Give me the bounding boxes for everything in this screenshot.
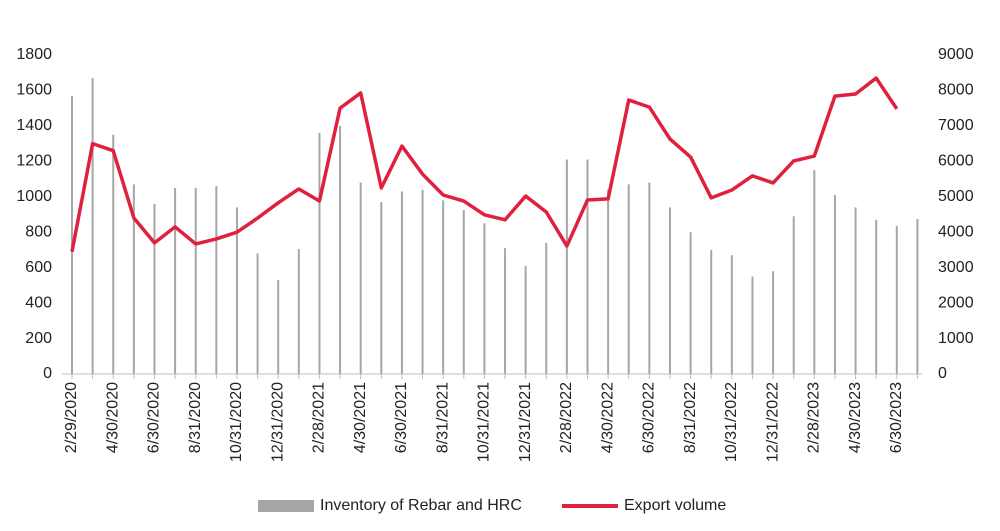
x-tick-label: 4/30/2023 [847, 382, 864, 453]
bar [689, 232, 692, 374]
legend-swatch [258, 500, 314, 512]
x-tick-label: 10/31/2021 [476, 382, 493, 462]
bar [318, 132, 321, 374]
bar [277, 280, 280, 374]
y2-tick-label: 9000 [938, 46, 974, 63]
x-tick-label: 8/31/2020 [187, 382, 204, 453]
y-tick-label: 1400 [16, 117, 52, 134]
legend-label: Inventory of Rebar and HRC [320, 497, 522, 514]
y2-tick-label: 2000 [938, 294, 974, 311]
y-tick-label: 200 [25, 330, 52, 347]
bar [833, 195, 836, 374]
bar [813, 170, 816, 374]
x-tick-label: 10/31/2020 [228, 382, 245, 462]
x-tick-label: 8/31/2022 [682, 382, 699, 453]
y2-tick-label: 4000 [938, 223, 974, 240]
y2-tick-label: 7000 [938, 117, 974, 134]
bar [792, 216, 795, 374]
bar [421, 189, 424, 374]
y2-tick-label: 6000 [938, 153, 974, 170]
y-tick-label: 1800 [16, 46, 52, 63]
x-tick-label: 4/30/2020 [104, 382, 121, 453]
bar [339, 125, 342, 374]
x-tick-label: 2/29/2020 [63, 382, 80, 453]
bar [91, 78, 94, 375]
bar [442, 200, 445, 374]
bar [153, 203, 156, 374]
bar [174, 187, 177, 374]
x-tick-label: 6/30/2022 [641, 382, 658, 453]
x-tick-label: 2/28/2021 [311, 382, 328, 453]
bar [297, 249, 300, 374]
y-tick-label: 1000 [16, 188, 52, 205]
bar [524, 265, 527, 374]
y2-tick-label: 8000 [938, 82, 974, 99]
bar [648, 182, 651, 374]
x-tick-label: 12/31/2022 [764, 382, 781, 462]
bar [504, 248, 507, 374]
bar [483, 223, 486, 374]
bar [462, 210, 465, 374]
x-tick-label: 12/31/2021 [517, 382, 534, 462]
bar [772, 271, 775, 374]
bar [256, 253, 259, 374]
bar [730, 255, 733, 374]
x-tick-label: 6/30/2021 [393, 382, 410, 453]
bar [545, 242, 548, 374]
y-tick-label: 400 [25, 294, 52, 311]
bar [916, 218, 919, 374]
y-tick-label: 1200 [16, 153, 52, 170]
y2-tick-label: 5000 [938, 188, 974, 205]
y2-tick-label: 1000 [938, 330, 974, 347]
bar [71, 95, 73, 374]
x-tick-label: 6/30/2023 [888, 382, 905, 453]
bar [854, 207, 857, 374]
bar [359, 182, 362, 374]
bar [132, 184, 135, 374]
bar [668, 207, 671, 374]
bar [235, 207, 238, 374]
bar [751, 276, 754, 374]
bar [112, 134, 115, 374]
bar [194, 187, 197, 374]
y-tick-label: 0 [43, 365, 52, 382]
x-tick-label: 10/31/2022 [723, 382, 740, 462]
bar [586, 159, 589, 374]
bar [895, 226, 898, 374]
y-tick-label: 800 [25, 223, 52, 240]
bar [627, 184, 630, 374]
bar [400, 191, 403, 374]
y-tick-label: 1600 [16, 82, 52, 99]
x-tick-label: 6/30/2020 [146, 382, 163, 453]
y2-tick-label: 3000 [938, 259, 974, 276]
bar [215, 186, 218, 374]
bar [380, 202, 383, 374]
bar [607, 189, 610, 374]
y-tick-label: 600 [25, 259, 52, 276]
y2-tick-label: 0 [938, 365, 947, 382]
legend-label: Export volume [624, 497, 726, 514]
x-tick-label: 4/30/2022 [599, 382, 616, 453]
bar [710, 249, 713, 374]
x-tick-label: 4/30/2021 [352, 382, 369, 453]
bar [875, 219, 878, 374]
x-tick-label: 12/31/2020 [269, 382, 286, 462]
x-tick-label: 8/31/2021 [434, 382, 451, 453]
line [70, 76, 899, 253]
x-tick-label: 2/28/2023 [806, 382, 823, 453]
bar [565, 159, 568, 374]
x-tick-label: 2/28/2022 [558, 382, 575, 453]
